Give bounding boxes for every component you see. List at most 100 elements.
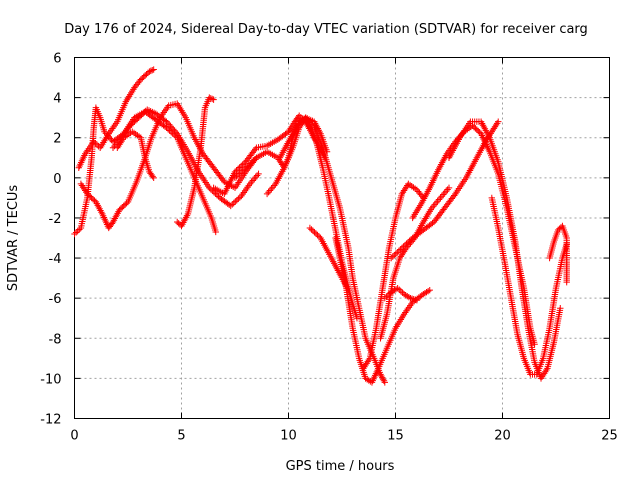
data-point xyxy=(129,119,137,127)
data-point xyxy=(423,288,430,296)
data-point xyxy=(438,193,446,200)
x-tick-label: 20 xyxy=(494,429,511,444)
data-point xyxy=(314,231,321,239)
data-point xyxy=(472,125,479,132)
data-point xyxy=(403,240,410,247)
y-tick-label: -8 xyxy=(49,332,62,347)
data-point xyxy=(174,218,181,226)
data-point xyxy=(255,170,262,178)
data-point xyxy=(445,184,453,192)
x-tick-label: 5 xyxy=(177,429,185,444)
data-point xyxy=(128,121,135,128)
data-point xyxy=(227,202,234,210)
y-tick-label: -6 xyxy=(49,292,62,307)
data-point xyxy=(381,379,388,386)
data-point xyxy=(149,67,156,74)
data-point xyxy=(381,294,388,302)
data-point xyxy=(362,375,369,382)
series-sat-h xyxy=(231,114,388,386)
data-point xyxy=(121,201,129,208)
data-point xyxy=(72,229,80,236)
data-point xyxy=(135,114,142,121)
data-point xyxy=(251,175,258,183)
data-point xyxy=(233,196,241,204)
data-point xyxy=(263,190,271,198)
y-tick-label: 4 xyxy=(53,92,61,107)
data-point xyxy=(244,163,251,170)
data-point xyxy=(175,220,182,227)
data-point xyxy=(240,160,248,167)
data-point xyxy=(265,189,272,196)
data-point xyxy=(134,115,141,123)
data-point xyxy=(394,249,401,256)
data-point xyxy=(554,226,562,234)
data-point xyxy=(245,161,252,169)
y-tick-label: 6 xyxy=(53,52,61,67)
data-point xyxy=(88,194,95,202)
data-point xyxy=(377,371,384,378)
data-point xyxy=(308,226,315,233)
data-point xyxy=(298,118,305,125)
data-point xyxy=(168,124,176,131)
data-point xyxy=(426,286,433,294)
data-point xyxy=(76,226,83,233)
data-point xyxy=(405,293,413,301)
data-point xyxy=(234,165,242,173)
data-point xyxy=(141,109,148,116)
data-point xyxy=(556,225,563,232)
data-point xyxy=(250,157,257,164)
data-point xyxy=(170,125,177,133)
data-point xyxy=(395,247,403,255)
data-point xyxy=(119,204,126,211)
series-sat-f xyxy=(174,94,217,230)
data-point xyxy=(239,167,246,174)
data-point xyxy=(231,174,239,182)
data-point xyxy=(353,315,361,322)
data-point xyxy=(531,341,538,348)
data-point xyxy=(165,121,173,128)
data-point xyxy=(311,229,318,236)
x-axis-label: GPS time / hours xyxy=(286,459,395,474)
data-point xyxy=(383,293,390,300)
data-point xyxy=(236,194,244,201)
data-point xyxy=(404,292,411,300)
data-point xyxy=(416,189,423,197)
data-point xyxy=(89,196,97,203)
data-point xyxy=(388,254,395,262)
data-point xyxy=(399,289,406,296)
plot-frame xyxy=(74,57,610,419)
data-point xyxy=(563,278,570,286)
data-point xyxy=(451,192,458,199)
series-sat-c xyxy=(77,100,260,232)
data-point xyxy=(237,162,245,170)
y-tick-label: -10 xyxy=(40,372,61,387)
data-point xyxy=(408,295,416,302)
x-tick-label: 25 xyxy=(601,429,618,444)
data-point xyxy=(473,126,481,133)
data-point xyxy=(412,296,419,303)
x-tick-label: 10 xyxy=(280,429,297,444)
data-point xyxy=(123,200,130,207)
data-point xyxy=(108,136,115,144)
data-point xyxy=(269,183,277,191)
data-point xyxy=(85,192,92,199)
data-point xyxy=(431,201,438,208)
series-sat-d xyxy=(109,106,262,210)
data-point xyxy=(397,287,405,295)
data-point xyxy=(391,251,398,259)
data-point xyxy=(133,81,141,88)
data-point xyxy=(410,295,417,303)
data-point xyxy=(432,199,440,207)
data-point xyxy=(242,164,249,172)
data-point xyxy=(391,286,398,294)
data-point xyxy=(207,95,214,102)
data-marks xyxy=(71,66,570,386)
data-point xyxy=(240,166,248,173)
data-point xyxy=(398,244,406,252)
data-point xyxy=(139,75,146,82)
data-point xyxy=(210,96,217,103)
data-point xyxy=(306,224,314,232)
data-point xyxy=(131,118,138,125)
y-tick-label: 0 xyxy=(53,172,61,187)
